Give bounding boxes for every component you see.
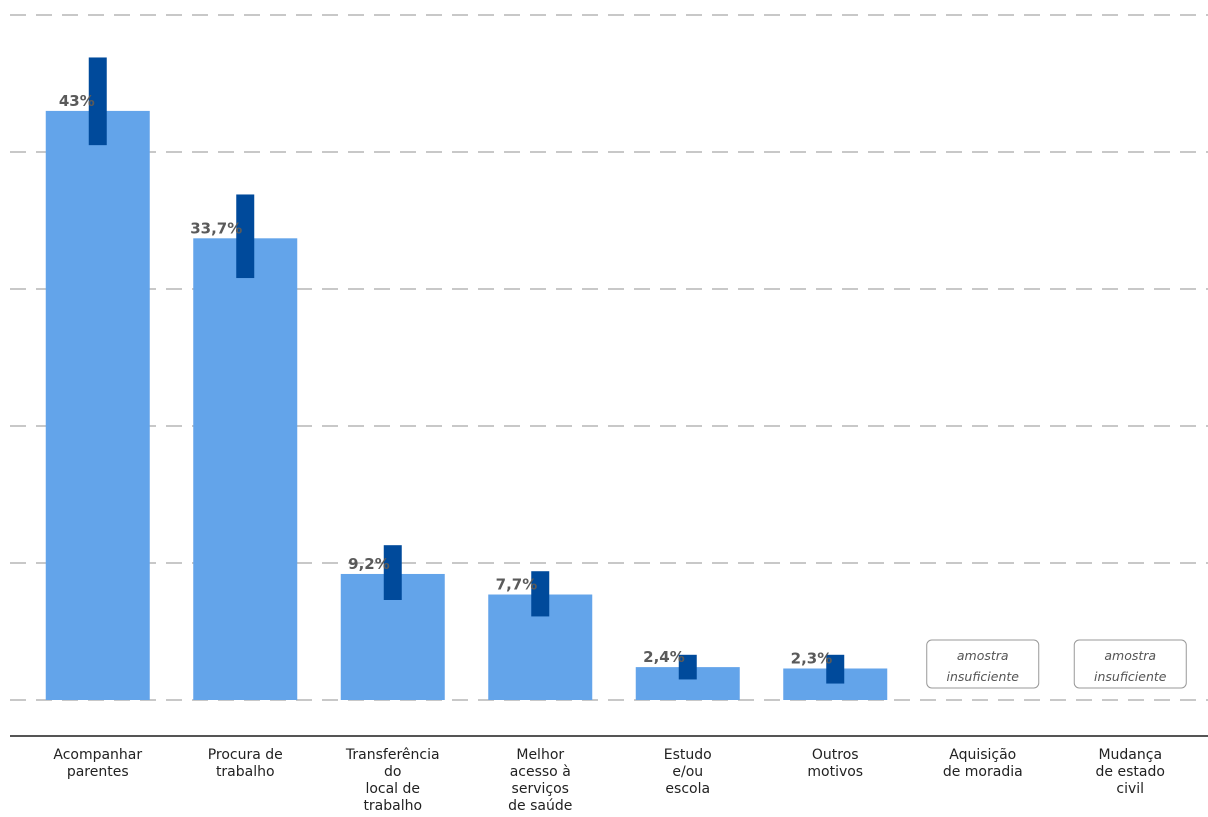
category-label-line: motivos (807, 764, 863, 780)
category-label-line: e/ou (672, 764, 703, 780)
category-label: Outros motivos (807, 747, 863, 780)
insufficient-sample-text: amostra (957, 648, 1009, 663)
category-label-line: Procura de (208, 747, 283, 763)
data-label: 2,3% (791, 649, 833, 667)
category-label-line: Aquisição (949, 747, 1016, 763)
bars (45, 110, 888, 700)
error-bar (678, 654, 697, 680)
category-label-line: trabalho (363, 798, 422, 814)
error-bar (383, 545, 402, 600)
category-label-line: Transferência (345, 747, 440, 763)
insufficient-sample-boxes: amostra insuficiente amostra insuficiente (926, 639, 1187, 689)
category-label-line: de estado (1096, 764, 1165, 780)
error-bar (826, 654, 845, 684)
category-label-line: Estudo (664, 747, 712, 763)
insufficient-sample-box: amostra insuficiente (926, 639, 1040, 689)
error-bars (88, 57, 845, 684)
category-label: Transferência do local de trabalho (345, 747, 440, 814)
data-label: 33,7% (190, 219, 242, 237)
error-bar (88, 57, 107, 146)
category-label-line: de moradia (943, 764, 1023, 780)
category-label-line: de saúde (508, 798, 572, 814)
category-label: Mudança de estado civil (1096, 747, 1165, 797)
insufficient-sample-text: insuficiente (947, 669, 1020, 684)
category-label: Aquisição de moradia (943, 747, 1023, 780)
insufficient-sample-box: amostra insuficiente (1073, 639, 1187, 689)
grid (10, 14, 1208, 701)
category-label-line: Melhor (516, 747, 564, 763)
category-label: Acompanhar parentes (53, 747, 142, 780)
insufficient-sample-text: amostra (1104, 648, 1156, 663)
category-label-line: civil (1116, 781, 1144, 797)
bar (45, 110, 150, 700)
insufficient-sample-text: insuficiente (1094, 669, 1167, 684)
error-bar (531, 571, 550, 617)
category-label-line: trabalho (216, 764, 275, 780)
data-label: 2,4% (643, 648, 685, 666)
category-label: Melhor acesso à serviços de saúde (508, 747, 572, 814)
value-labels: 43% 33,7% 9,2% 7,7% 2,4% 2,3% (59, 92, 832, 668)
data-label: 7,7% (496, 576, 538, 594)
data-label: 43% (59, 92, 95, 110)
insufficient-sample-frame (926, 639, 1040, 689)
bar (193, 238, 298, 700)
category-label-line: Outros (812, 747, 859, 763)
category-label-line: local de (365, 781, 420, 797)
category-label-line: serviços (512, 781, 569, 797)
error-bar (236, 194, 255, 279)
category-label-line: do (384, 764, 401, 780)
data-label: 9,2% (348, 555, 390, 573)
category-label-line: Acompanhar (53, 747, 142, 763)
category-label: Procura de trabalho (208, 747, 283, 780)
category-label-line: escola (665, 781, 710, 797)
category-label-line: parentes (67, 764, 129, 780)
category-label-line: acesso à (510, 764, 571, 780)
category-label-line: Mudança (1098, 747, 1162, 763)
insufficient-sample-frame (1073, 639, 1187, 689)
category-label: Estudo e/ou escola (664, 747, 712, 797)
